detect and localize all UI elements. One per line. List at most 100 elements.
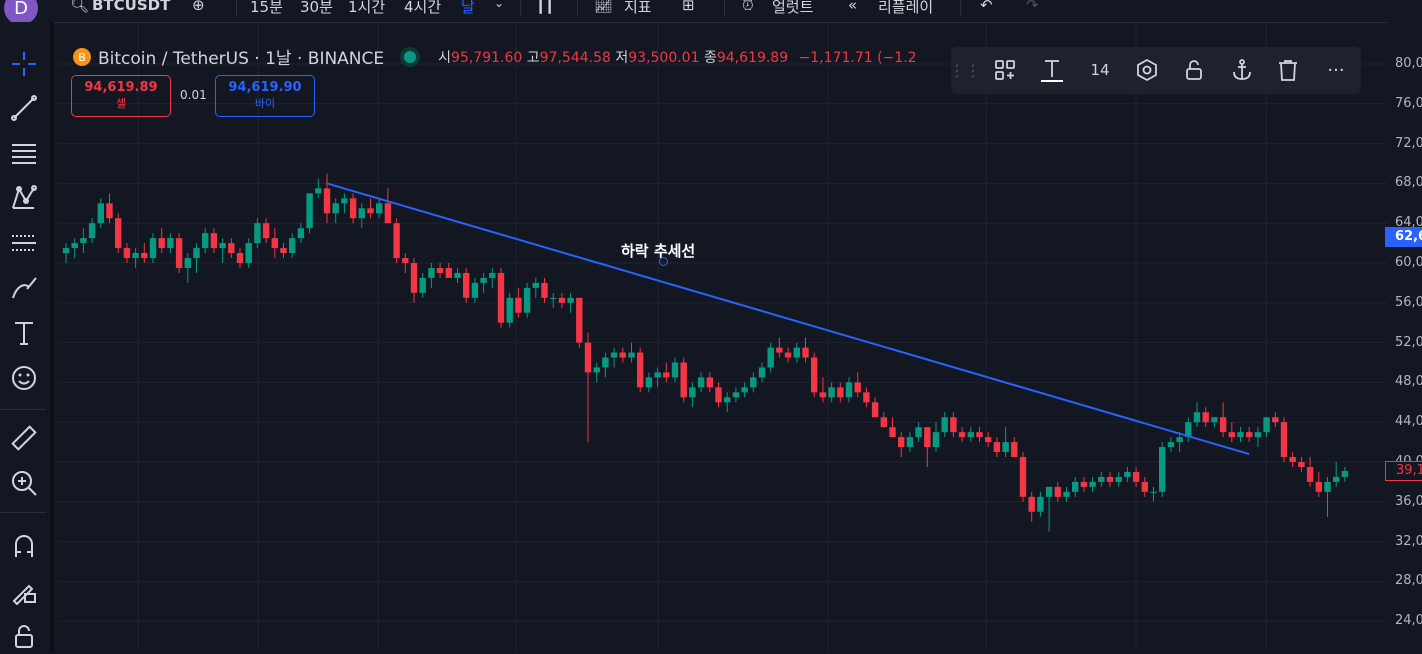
drag-handle-icon[interactable]: ⋮⋮ [949,60,981,80]
candle-body [689,387,696,398]
candle-body [341,198,348,204]
candle-body [376,203,383,214]
anchor-icon[interactable] [1229,57,1255,83]
candle-body [419,277,426,293]
interval-1d[interactable]: 날 [461,0,475,16]
candle-body [123,248,131,259]
sell-button[interactable]: 94,619.89 셀 [71,75,171,117]
forecast-icon[interactable] [6,225,42,261]
sell-label: 셀 [115,97,127,110]
high-label: 고 [526,49,540,66]
candle-body [523,287,531,313]
delete-icon[interactable] [1275,57,1301,83]
candle-body [245,243,252,263]
candle-body [1054,486,1061,497]
settings-icon[interactable] [1133,57,1161,83]
candle-body [941,417,948,433]
candle-body [332,203,339,214]
brush-icon[interactable] [6,270,42,306]
interval-4h[interactable]: 4시간 [404,0,442,16]
symbol-title[interactable]: Bitcoin / TetherUS · 1날 · BINANCE [98,49,385,69]
magnet-icon[interactable] [6,528,42,564]
undo-icon[interactable]: ↶ [980,0,993,14]
candle-body [289,238,296,254]
font-size-selector[interactable]: 14 [1090,61,1110,79]
candle-body [1237,432,1244,438]
candle-body [924,427,931,448]
text-color-icon[interactable] [1037,57,1067,83]
crosshair-icon[interactable] [6,46,42,82]
candle-body [358,208,365,219]
indicators-button[interactable]: 지표 [624,0,652,16]
candle-body [1037,496,1044,512]
candle-body [645,377,653,388]
symbol-search-button[interactable]: BTCUSDT [92,0,171,14]
candle-body [184,258,191,268]
interval-1h[interactable]: 1시간 [348,0,386,16]
candle-body [802,347,809,358]
text-tool-icon[interactable] [6,315,42,351]
search-icon[interactable]: 🔍︎ [70,0,90,14]
lock-icon[interactable] [6,618,42,654]
emoji-icon[interactable] [6,360,42,396]
toolbar-divider [577,0,578,16]
crosshair-price-label: 62,6 [1385,227,1422,248]
candle-body [262,223,270,239]
price-chart[interactable] [58,22,1387,652]
pattern-icon[interactable] [6,180,42,216]
candle-style-icon[interactable]: ┃┃ [536,0,555,14]
candle-body [619,352,626,358]
candle-body [758,367,766,378]
candle-body [210,233,218,249]
lock-drawing-icon[interactable] [6,573,42,609]
high-value: 97,544.58 [539,49,611,66]
candle-body [828,387,835,398]
trend-line-icon[interactable] [6,90,42,126]
templates-icon[interactable]: ⊞ [682,0,695,14]
candle-body [628,352,635,358]
sidebar-divider [0,512,46,513]
redo-icon[interactable]: ↷ [1026,0,1039,14]
chevron-down-icon[interactable]: ⌄ [494,0,505,10]
candle-body [1019,457,1027,497]
candle-body [1150,491,1157,493]
user-avatar[interactable]: D [4,0,38,25]
candle-body [637,352,644,388]
price-tick-label: 64,0 [1395,215,1422,231]
more-options-icon[interactable]: ··· [1327,59,1345,81]
annotation-anchor-handle[interactable] [659,257,668,266]
candle-body [550,297,557,299]
candle-body [489,272,496,278]
price-axis[interactable]: 80,0 76,0 72,0 68,0 64,0 60,0 56,0 52,0 48,0 44,0… [1385,22,1422,652]
drawing-tools-sidebar [0,22,54,652]
replay-button[interactable]: 리플레이 [878,0,934,16]
ruler-icon[interactable] [6,420,42,456]
buy-button[interactable]: 94,619.90 바이 [215,75,315,117]
alert-icon[interactable]: ⏰︎ [742,0,754,14]
market-status-icon[interactable] [404,50,417,63]
candle-body [1315,481,1322,492]
candle-body [967,432,974,438]
sell-price: 94,619.89 [84,80,158,95]
candle-body [1324,481,1331,492]
alert-button[interactable]: 얼럿트 [772,0,814,16]
svg-text:B: B [78,51,86,64]
candle-body [741,387,748,393]
candle-body [845,382,853,398]
zoom-in-icon[interactable] [6,465,42,501]
buy-label: 바이 [254,97,276,110]
indicators-icon[interactable]: 📈︎ [594,0,614,14]
unlock-icon[interactable] [1181,57,1207,83]
candle-body [115,218,122,249]
replay-icon[interactable]: « [848,0,858,14]
fib-retracement-icon[interactable] [6,135,42,171]
interval-15m[interactable]: 15분 [250,0,283,16]
candle-body [436,267,444,273]
downtrend-line[interactable] [326,182,1250,455]
interval-30m[interactable]: 30분 [300,0,333,16]
trendline-annotation[interactable]: 하락 추세선 [621,242,696,260]
candle-body [837,387,844,398]
templates-icon[interactable] [991,57,1019,83]
candle-body [915,427,922,438]
add-symbol-icon[interactable]: ⊕ [192,0,205,14]
